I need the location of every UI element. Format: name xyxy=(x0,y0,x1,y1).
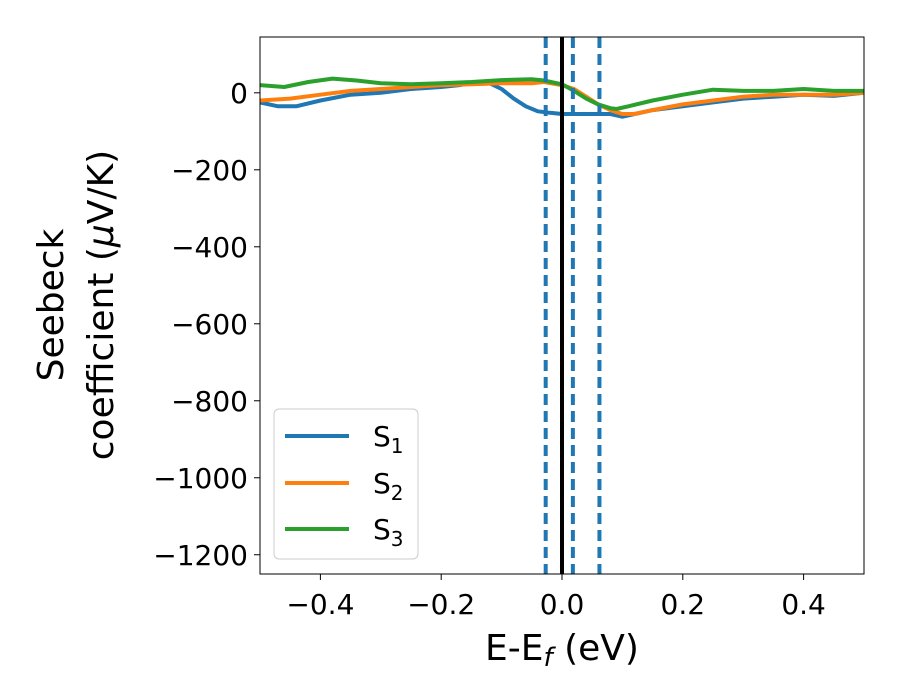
y-axis-title-line2: coefficient (μV/K) xyxy=(81,150,122,460)
x-axis-ticks: −0.4 −0.2 0.0 0.2 0.4 xyxy=(286,574,826,621)
x-tick-label: 0.0 xyxy=(540,588,585,621)
x-axis-title: E-Ef (eV) xyxy=(485,628,639,673)
y-axis-ticks: 0 −200 −400 −600 −800 −1000 −1200 xyxy=(153,77,260,572)
plot-area xyxy=(260,37,864,574)
x-tick-label: 0.2 xyxy=(661,588,706,621)
y-tick-label: −1200 xyxy=(153,539,248,572)
y-tick-label: 0 xyxy=(230,77,248,110)
x-tick-label: −0.2 xyxy=(407,588,475,621)
y-tick-label: −200 xyxy=(171,154,248,187)
x-tick-label: −0.4 xyxy=(286,588,354,621)
legend-entry-s1: S1 xyxy=(285,420,404,458)
y-tick-label: −600 xyxy=(171,308,248,341)
y-tick-label: −1000 xyxy=(153,462,248,495)
legend-label-s2: S2 xyxy=(373,467,404,505)
legend-label-s3: S3 xyxy=(373,513,404,551)
y-axis-title-line1: Seebeck xyxy=(31,228,72,381)
y-axis-title: Seebeck coefficient (μV/K) xyxy=(31,150,122,460)
x-tick-label: 0.4 xyxy=(781,588,826,621)
y-tick-label: −400 xyxy=(171,231,248,264)
y-tick-label: −800 xyxy=(171,385,248,418)
legend-label-s1: S1 xyxy=(373,420,404,458)
legend-entry-s3: S3 xyxy=(285,513,404,551)
legend-entry-s2: S2 xyxy=(285,467,404,505)
legend: S1 S2 S3 xyxy=(273,408,419,560)
